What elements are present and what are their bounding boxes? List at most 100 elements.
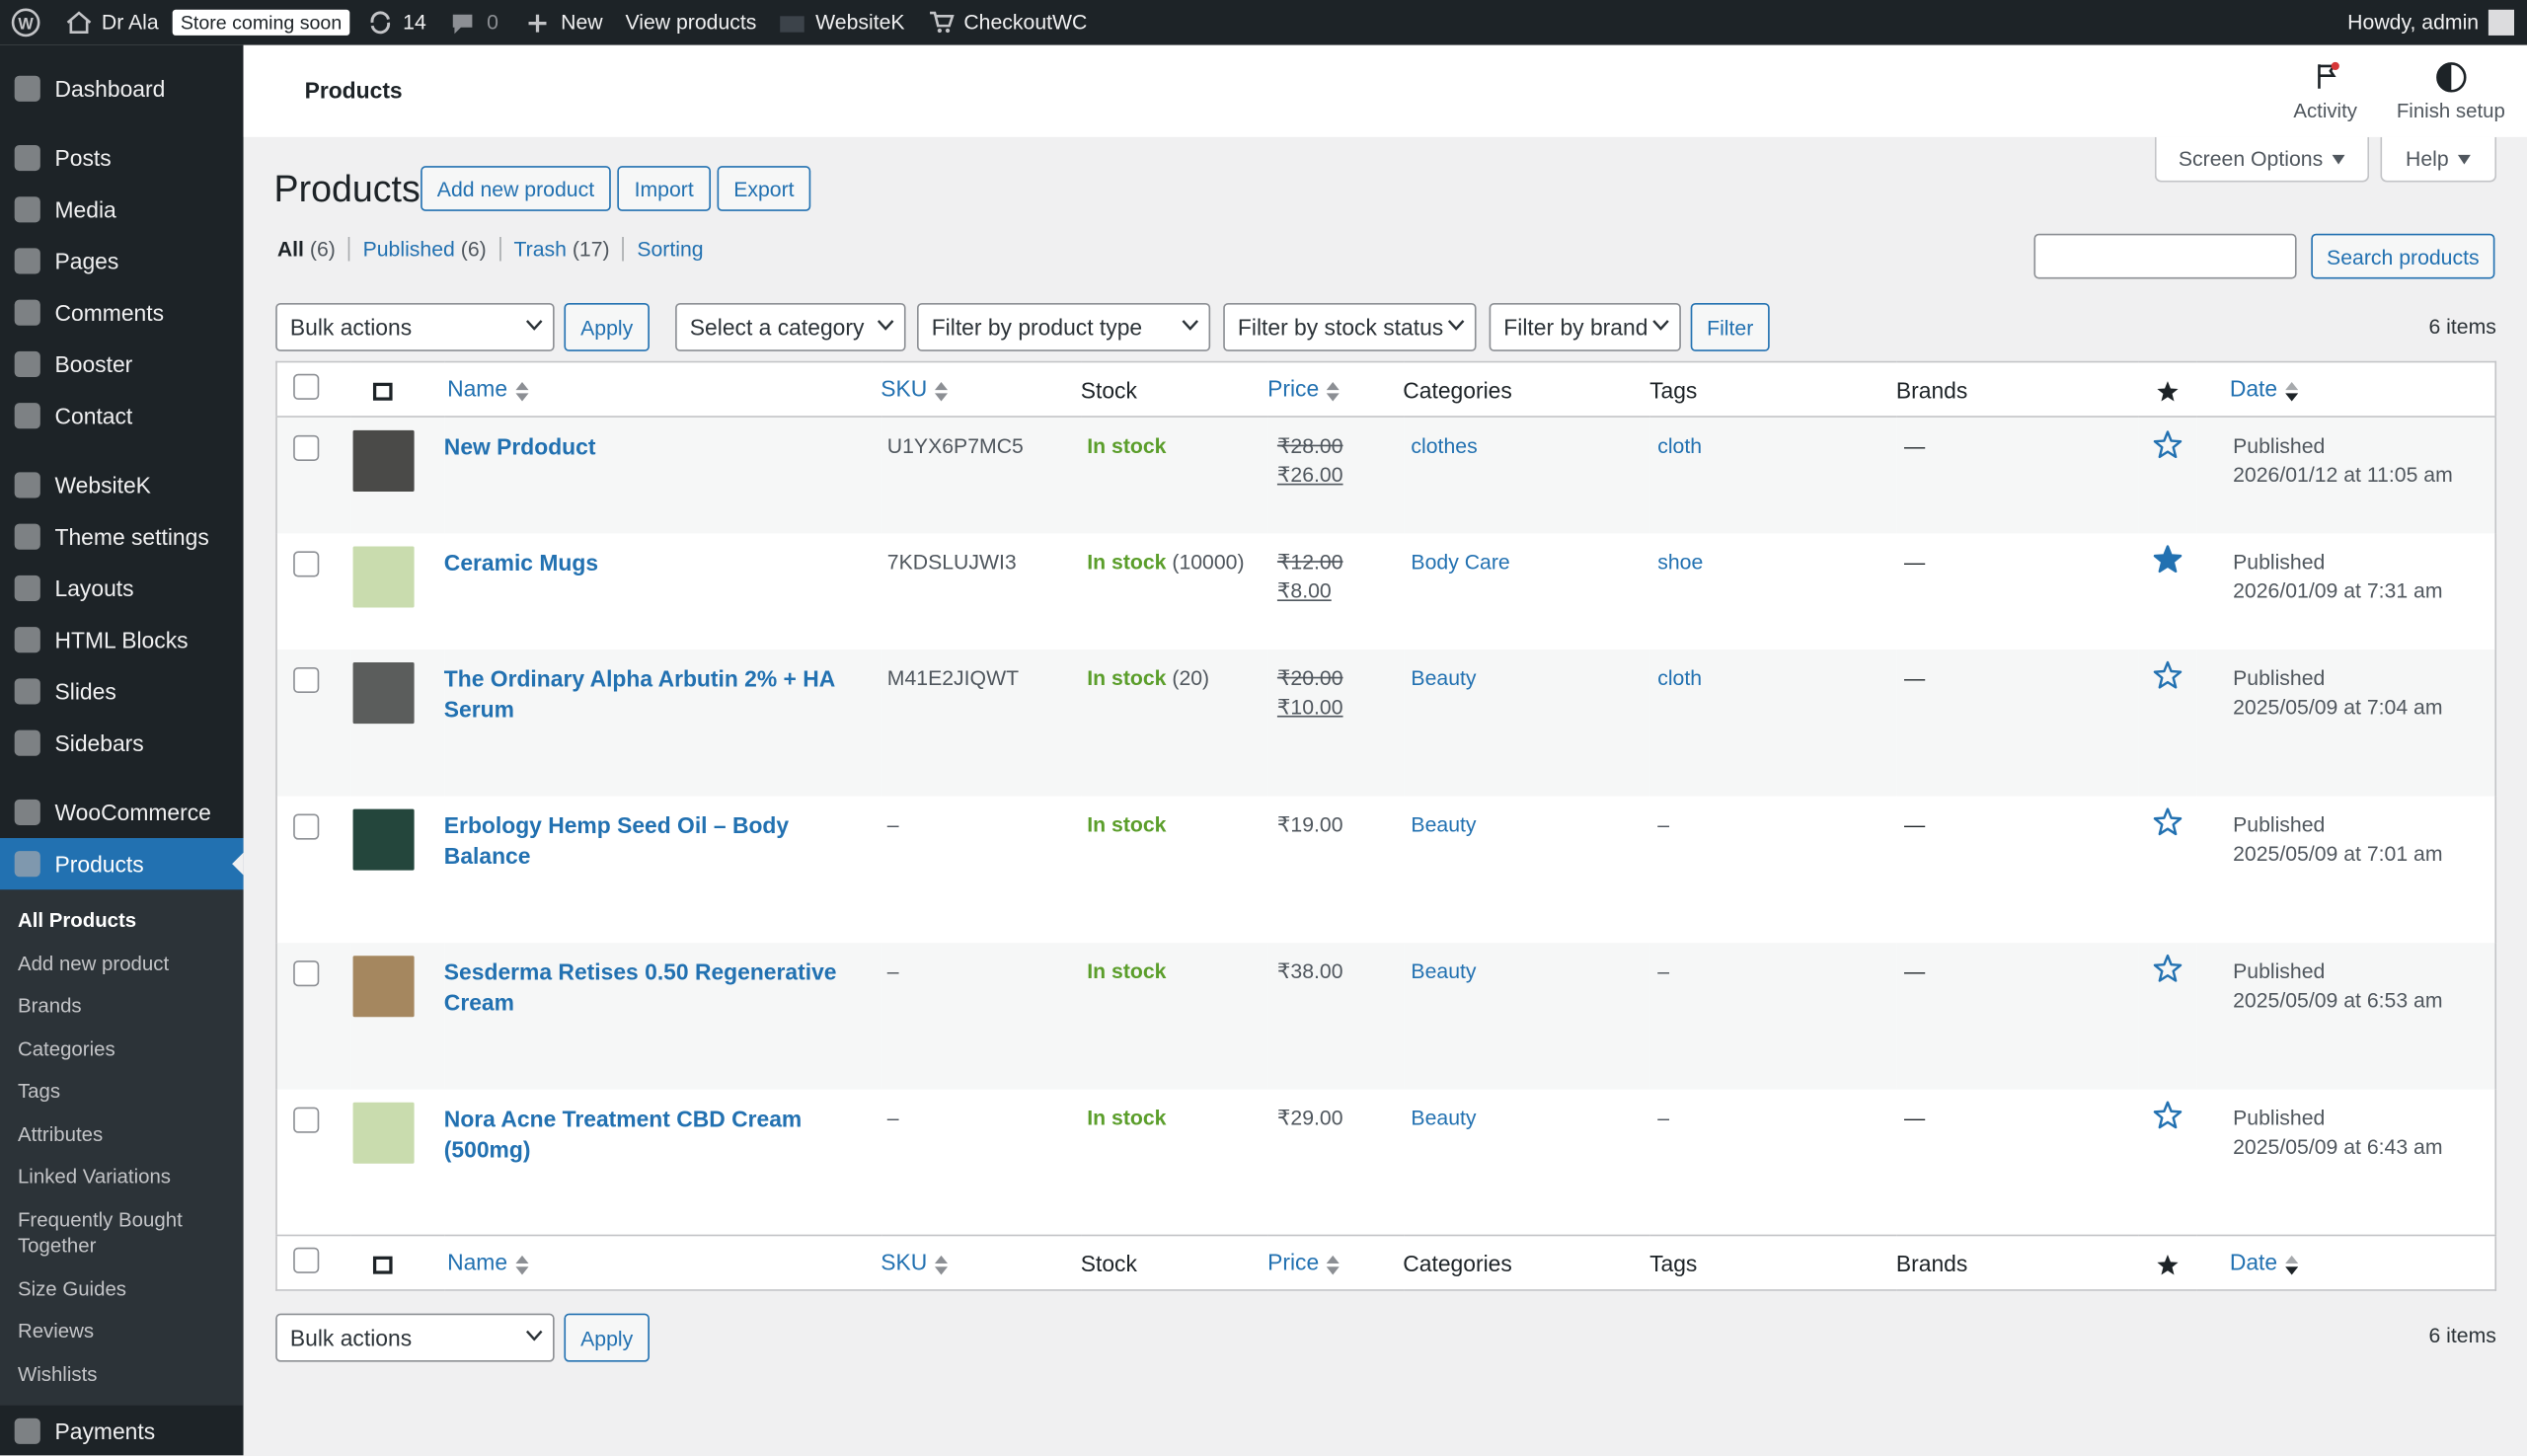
featured-star[interactable]: [2152, 807, 2182, 836]
menu-item[interactable]: Comments: [0, 287, 244, 339]
menu-item[interactable]: Contact: [0, 390, 244, 441]
column-label[interactable]: SKU: [881, 1249, 928, 1276]
submenu-item[interactable]: Linked Variations: [17, 1165, 172, 1188]
product-thumbnail[interactable]: [351, 545, 414, 607]
menu-item[interactable]: Slides: [0, 665, 244, 717]
submenu-item[interactable]: Attributes: [17, 1122, 104, 1146]
featured-star[interactable]: [2152, 429, 2182, 458]
bulk-actions-select[interactable]: Bulk actions: [275, 1313, 555, 1362]
checkbox[interactable]: [293, 666, 320, 693]
product-thumbnail[interactable]: [351, 807, 414, 870]
import-button[interactable]: Import: [617, 166, 712, 211]
menu-label[interactable]: Sidebars: [54, 729, 144, 756]
checkbox[interactable]: [293, 550, 320, 576]
filter-label[interactable]: Select a category: [689, 314, 865, 341]
avatar[interactable]: [2488, 9, 2515, 36]
menu-label[interactable]: HTML Blocks: [54, 627, 189, 653]
apply-button[interactable]: Apply: [564, 1313, 650, 1362]
finish-setup-label[interactable]: Finish setup: [2396, 100, 2505, 123]
featured-star[interactable]: [2152, 955, 2182, 983]
menu-item[interactable]: Media: [0, 184, 244, 235]
category-link[interactable]: Body Care: [1411, 548, 1510, 574]
submenu-item[interactable]: Frequently Bought Together: [17, 1207, 183, 1258]
submenu-item[interactable]: Reviews: [17, 1320, 95, 1343]
menu-label[interactable]: WooCommerce: [54, 799, 211, 825]
store-badge[interactable]: Store coming soon: [172, 9, 350, 36]
bulk-actions-select[interactable]: Bulk actions: [275, 302, 555, 351]
menu-item[interactable]: Sidebars: [0, 718, 244, 769]
menu-label[interactable]: Products: [54, 851, 144, 878]
view-label[interactable]: All: [276, 237, 304, 262]
checkbox[interactable]: [293, 812, 320, 839]
activity-icon[interactable]: [2315, 61, 2340, 90]
filter-select[interactable]: Filter by product type: [917, 302, 1211, 351]
filter-label[interactable]: Filter by product type: [931, 314, 1143, 341]
bulk-actions-label[interactable]: Bulk actions: [289, 1325, 413, 1351]
product-name[interactable]: New Prdoduct: [443, 433, 596, 460]
product-thumbnail[interactable]: [351, 429, 414, 492]
column-label[interactable]: Name: [447, 1249, 508, 1276]
help-tab[interactable]: Help: [2380, 136, 2497, 183]
category-link[interactable]: clothes: [1411, 433, 1478, 458]
submenu-item[interactable]: Add new product: [17, 952, 170, 974]
menu-label[interactable]: Slides: [54, 678, 116, 705]
menu-item[interactable]: Payments: [0, 1406, 244, 1456]
menu-label[interactable]: Theme settings: [54, 523, 209, 550]
view-label[interactable]: Published: [362, 237, 455, 262]
category-link[interactable]: Beauty: [1411, 664, 1477, 689]
category-link[interactable]: Beauty: [1411, 958, 1477, 983]
site-name[interactable]: Dr Ala: [101, 9, 159, 35]
screen-options-tab[interactable]: Screen Options: [2154, 136, 2370, 183]
category-link[interactable]: Beauty: [1411, 811, 1477, 836]
menu-item[interactable]: WooCommerce: [0, 787, 244, 838]
menu-label[interactable]: Posts: [54, 144, 112, 172]
apply-button[interactable]: Apply: [564, 302, 650, 351]
column-label[interactable]: Date: [2229, 375, 2278, 403]
comments-count[interactable]: 0: [487, 9, 498, 35]
export-button[interactable]: Export: [717, 166, 811, 211]
menu-item[interactable]: Layouts: [0, 563, 244, 614]
featured-star[interactable]: [2152, 545, 2182, 574]
search-input[interactable]: [2033, 233, 2297, 279]
new-link[interactable]: New: [561, 9, 603, 35]
featured-star[interactable]: [2152, 660, 2182, 690]
tag-link[interactable]: shoe: [1657, 548, 1704, 574]
menu-item[interactable]: WebsiteK: [0, 459, 244, 510]
help-label[interactable]: Help: [2406, 146, 2449, 172]
menu-label[interactable]: Pages: [54, 248, 119, 274]
column-label[interactable]: SKU: [881, 375, 928, 403]
filter-button[interactable]: Filter: [1690, 302, 1770, 351]
product-name[interactable]: Ceramic Mugs: [443, 548, 599, 575]
view-label[interactable]: Trash: [513, 237, 567, 262]
checkbox[interactable]: [293, 1247, 320, 1273]
checkbox[interactable]: [293, 373, 320, 400]
menu-label[interactable]: Contact: [54, 403, 133, 429]
featured-star[interactable]: [2152, 1101, 2182, 1129]
submenu-item[interactable]: All Products: [17, 908, 137, 932]
checkbox[interactable]: [293, 959, 320, 986]
submenu-item[interactable]: Size Guides: [17, 1276, 127, 1300]
filter-label[interactable]: Filter by stock status: [1237, 314, 1444, 341]
wp-logo[interactable]: W: [11, 8, 40, 38]
menu-item[interactable]: Theme settings: [0, 511, 244, 563]
product-name[interactable]: Sesderma Retises 0.50 Regenerative Cream: [443, 958, 837, 1015]
menu-item[interactable]: HTML Blocks: [0, 614, 244, 665]
filter-select[interactable]: Select a category: [675, 302, 906, 351]
howdy[interactable]: Howdy, admin: [2347, 9, 2480, 35]
checkbox[interactable]: [293, 1106, 320, 1132]
column-label[interactable]: Price: [1267, 375, 1320, 403]
tag-link[interactable]: cloth: [1657, 664, 1703, 689]
bulk-actions-label[interactable]: Bulk actions: [289, 314, 413, 341]
menu-label[interactable]: Layouts: [54, 575, 134, 601]
product-thumbnail[interactable]: [351, 955, 414, 1017]
view-products[interactable]: View products: [625, 9, 757, 35]
menu-item[interactable]: Pages: [0, 235, 244, 286]
column-label[interactable]: Date: [2229, 1249, 2278, 1276]
websitek-link[interactable]: WebsiteK: [815, 9, 905, 35]
screen-options-label[interactable]: Screen Options: [2178, 146, 2324, 172]
menu-label[interactable]: Payments: [54, 1418, 156, 1444]
filter-select[interactable]: Filter by stock status: [1223, 302, 1477, 351]
menu-label[interactable]: Media: [54, 196, 116, 223]
product-name[interactable]: Erbology Hemp Seed Oil – Body Balance: [443, 811, 790, 869]
search-button[interactable]: Search products: [2311, 233, 2495, 279]
